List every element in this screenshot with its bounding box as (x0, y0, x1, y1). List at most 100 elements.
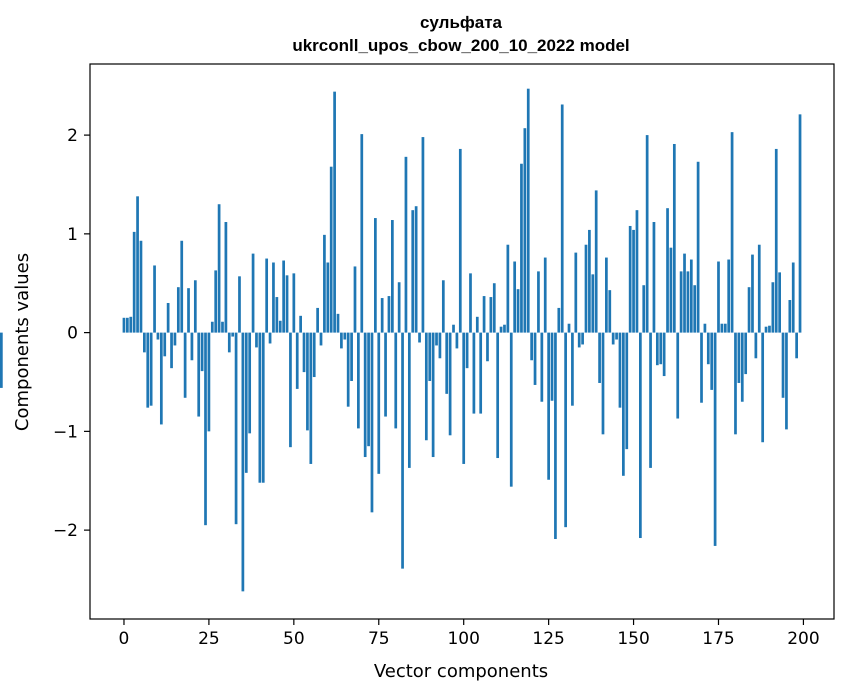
bar (764, 326, 768, 333)
bar (285, 275, 289, 333)
bar (503, 324, 506, 333)
y-axis-ticks: −2 −1 0 1 2 (53, 126, 90, 541)
x-tick-label: 75 (368, 629, 390, 649)
bar (435, 332, 438, 346)
bar (557, 307, 561, 333)
bar (282, 260, 285, 333)
bar (577, 332, 581, 348)
bar (723, 323, 727, 333)
bar (554, 332, 557, 540)
bar (391, 220, 394, 333)
bar (357, 332, 360, 429)
bar (197, 332, 201, 417)
bar (547, 332, 550, 480)
bar (360, 134, 364, 333)
bar (601, 332, 605, 435)
bar (622, 332, 625, 476)
bar (543, 257, 547, 333)
bar (146, 332, 150, 408)
bar (132, 231, 136, 333)
bar (261, 332, 265, 483)
bar (642, 285, 646, 333)
bar (143, 332, 146, 353)
bar (611, 332, 615, 345)
bar (397, 282, 401, 333)
bar (666, 208, 669, 333)
bar (387, 296, 391, 333)
bar (513, 261, 517, 333)
chart-title: сульфата (420, 13, 503, 32)
x-tick-label: 0 (119, 629, 130, 649)
bar (757, 244, 761, 333)
bar (496, 332, 500, 459)
bar (401, 332, 404, 569)
bar (200, 332, 204, 372)
bar (717, 261, 720, 333)
bar (438, 332, 442, 359)
bar (798, 114, 802, 333)
bar (744, 332, 748, 375)
bar (608, 290, 612, 333)
bar (594, 190, 598, 333)
bar (625, 332, 629, 450)
y-tick-label: −1 (53, 422, 78, 442)
bar (588, 229, 591, 333)
bar (689, 259, 693, 333)
bar (713, 332, 717, 546)
bar (445, 332, 449, 394)
bar (183, 332, 187, 398)
bar (0, 332, 3, 388)
bar (605, 257, 608, 333)
bar (520, 163, 523, 333)
bar (458, 148, 462, 333)
bar (163, 332, 167, 357)
bar (672, 143, 676, 333)
x-tick-label: 50 (283, 629, 305, 649)
bar (703, 323, 707, 333)
bar (550, 332, 554, 401)
bar (238, 276, 241, 333)
bar (584, 244, 588, 333)
bar (241, 332, 245, 592)
bar (645, 135, 649, 333)
y-tick-label: 0 (67, 324, 78, 344)
bar (380, 298, 384, 333)
bar (537, 271, 540, 333)
bar (319, 332, 323, 346)
bar (795, 332, 798, 359)
bar (336, 313, 340, 333)
bar (244, 332, 248, 473)
bar (785, 332, 788, 430)
bar (217, 204, 221, 333)
x-tick-label: 25 (198, 629, 220, 649)
bar (176, 287, 180, 333)
bar (136, 196, 139, 333)
bar (747, 287, 751, 333)
bar (441, 280, 445, 333)
bar (737, 332, 741, 383)
bar (778, 272, 781, 333)
bar (139, 240, 143, 333)
plot-frame (89, 63, 835, 620)
bar (479, 332, 483, 414)
bar (516, 289, 520, 333)
bar (615, 332, 618, 340)
bar (662, 332, 666, 377)
bar (655, 332, 659, 366)
bar (268, 332, 272, 344)
bar (540, 332, 544, 402)
bar (323, 234, 326, 333)
bar (421, 137, 425, 333)
bar (265, 258, 269, 333)
bar (234, 332, 238, 525)
bar (730, 132, 734, 333)
bar (122, 317, 126, 333)
bar (639, 332, 642, 539)
bar (166, 302, 170, 333)
bar (475, 316, 479, 333)
bar (190, 332, 194, 361)
bar (302, 332, 306, 373)
bar (431, 332, 435, 458)
bar (564, 332, 567, 528)
